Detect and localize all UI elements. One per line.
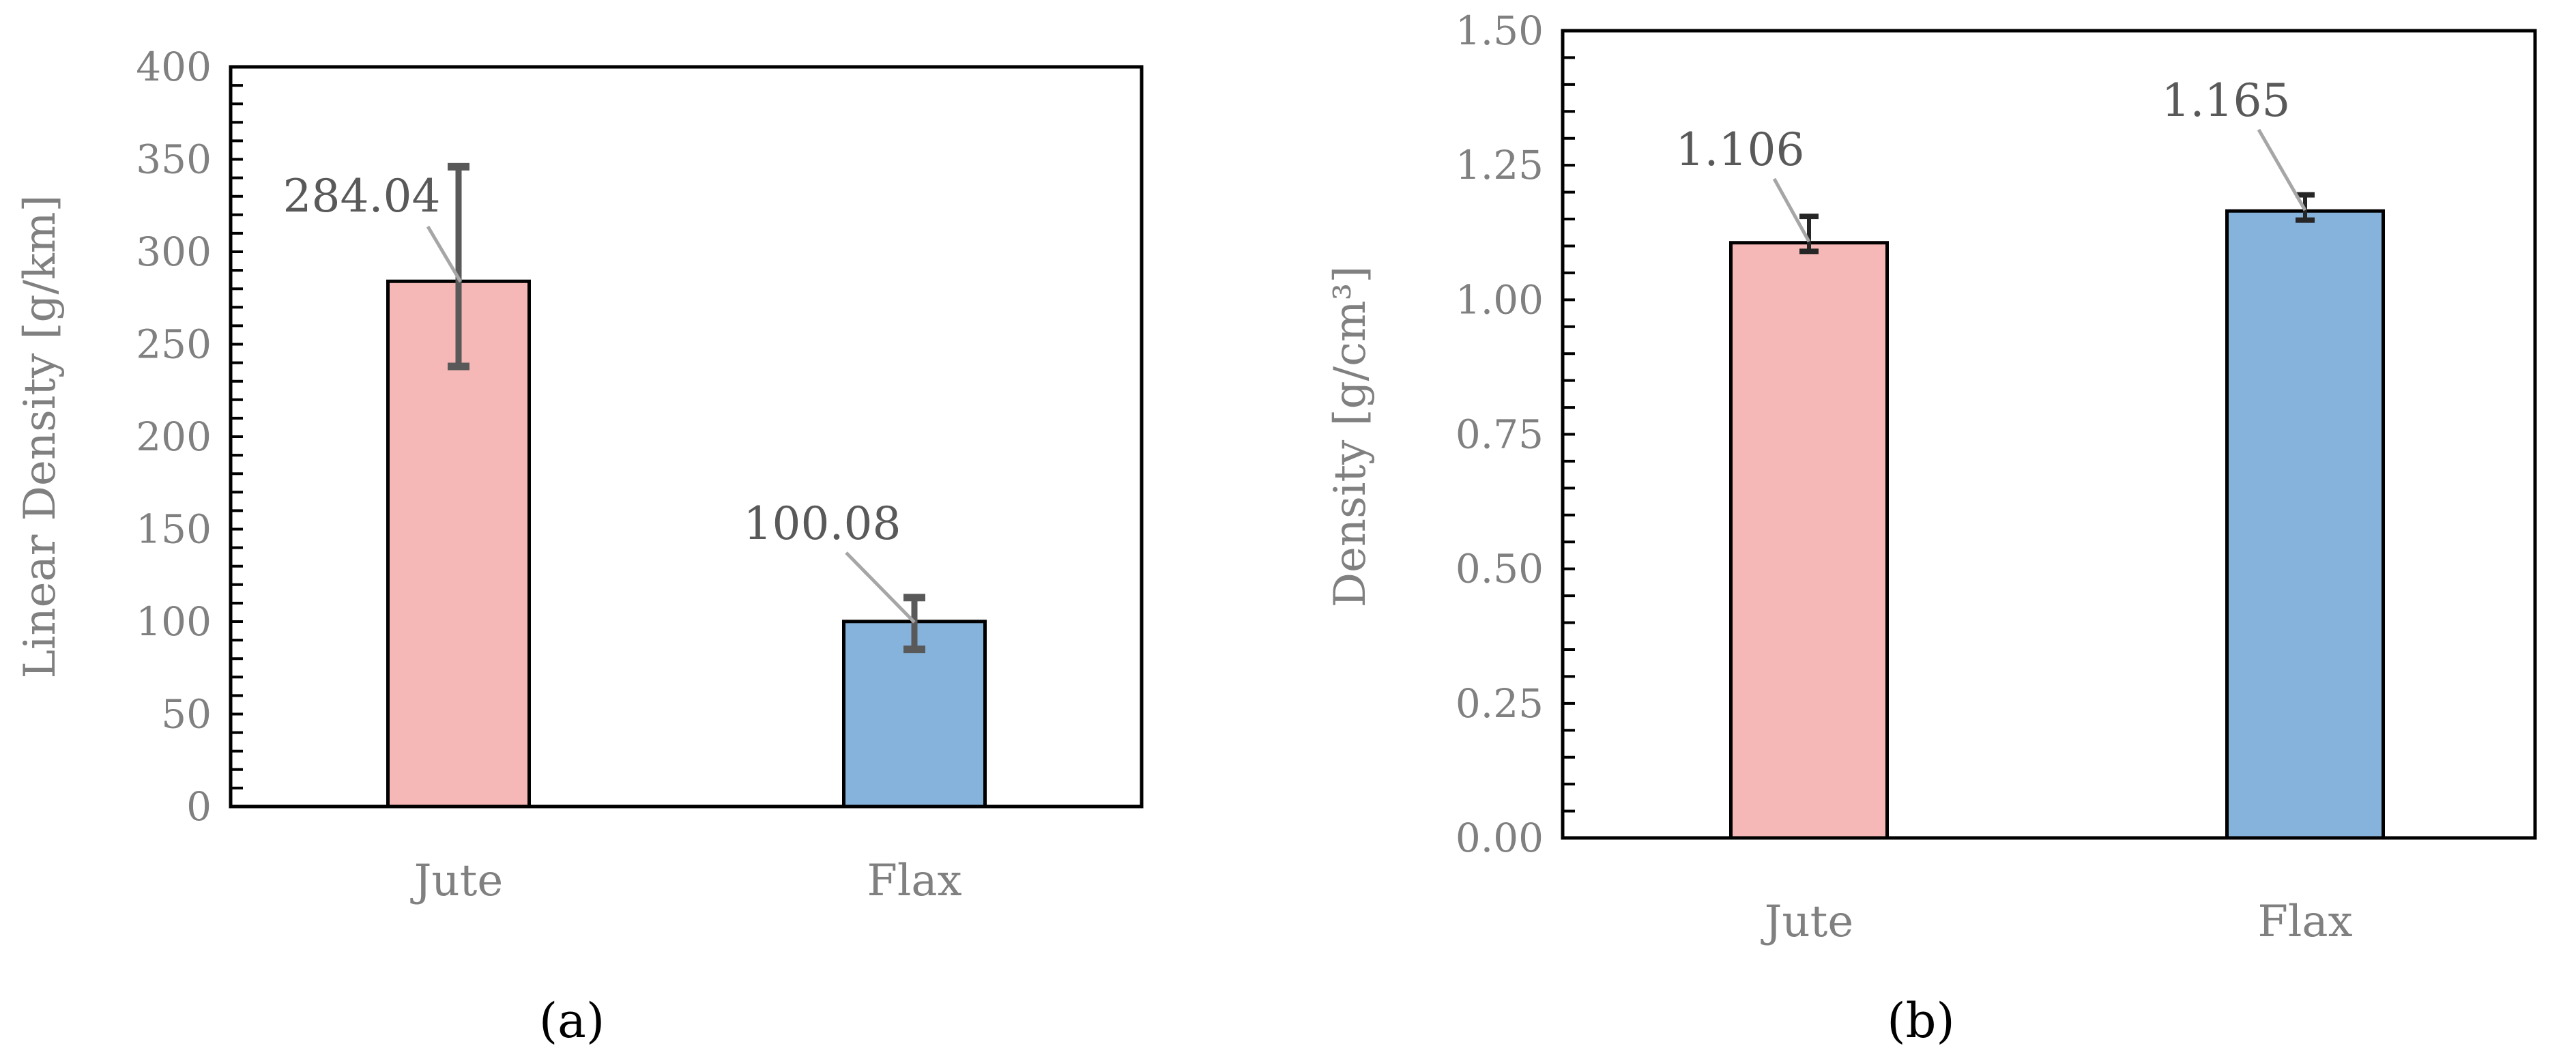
y-tick-label: 250 [136,321,212,368]
error-cap-high [2296,192,2315,198]
category-labels-b: Jute Flax [1761,897,2353,947]
y-tick-label: 100 [136,598,212,645]
y-tick-label: 0.00 [1456,815,1544,861]
data-label-flax: 1.165 [2162,74,2291,127]
chart-a: 0 50 100 150 200 250 300 350 400 Linear Density … [15,44,1144,1049]
y-tick-labels-a: 0 50 100 150 200 250 300 350 400 [136,44,212,830]
y-tick-label: 50 [161,691,212,738]
minor-ticks-b [1563,29,1575,839]
label-leaders-a [426,225,916,624]
minor-ticks-a [231,66,243,808]
plot-area-a [229,65,1144,809]
y-tick-label: 400 [136,44,212,90]
error-cap-high [903,594,925,602]
error-cap-high [448,162,469,171]
y-tick-label: 0.75 [1456,411,1544,458]
leader-line [426,225,463,283]
chart-b: 0.00 0.25 0.50 0.75 1.00 1.25 1.50 Density [g/… [1325,8,2537,1049]
y-tick-label: 0 [186,783,212,830]
data-labels-b: 1.106 1.165 [1676,74,2291,176]
y-tick-label: 200 [136,414,212,460]
y-axis-label-b: Density [g/cm³] [1325,266,1376,608]
label-leaders-b [1772,128,2307,243]
error-bars-a [448,162,925,654]
category-labels-a: Jute Flax [410,856,962,906]
category-label-jute: Jute [1761,897,1853,947]
y-tick-label: 1.50 [1456,8,1544,54]
category-label-jute: Jute [410,856,503,906]
error-cap-high [1799,214,1819,220]
bar-jute [1729,241,1889,840]
panel-label-b: (b) [1887,993,1954,1049]
leader-line [845,551,916,624]
data-label-jute: 1.106 [1676,124,1805,176]
y-tick-label: 0.25 [1456,680,1544,727]
y-tick-label: 0.50 [1456,546,1544,592]
bar-flax [2225,209,2385,840]
y-tick-label: 1.00 [1456,276,1544,323]
category-label-flax: Flax [867,856,961,906]
data-label-jute: 284.04 [283,170,441,222]
y-tick-label: 1.25 [1456,142,1544,188]
category-label-flax: Flax [2257,897,2352,947]
y-tick-label: 300 [136,229,212,275]
y-tick-label: 350 [136,136,212,183]
y-axis-label-a: Linear Density [g/km] [15,194,66,678]
data-labels-a: 284.04 100.08 [283,170,901,550]
leader-line [1772,177,1811,243]
y-tick-label: 150 [136,506,212,553]
data-label-flax: 100.08 [744,497,901,550]
error-cap-low [1799,248,1819,255]
error-cap-low [448,362,469,371]
y-tick-labels-b: 0.00 0.25 0.50 0.75 1.00 1.25 1.50 [1456,8,1544,861]
bars-b [1729,209,2385,840]
error-cap-low [903,645,925,654]
panel-label-a: (a) [539,993,605,1049]
leader-line [2257,128,2307,212]
error-cap-low [2296,217,2315,223]
